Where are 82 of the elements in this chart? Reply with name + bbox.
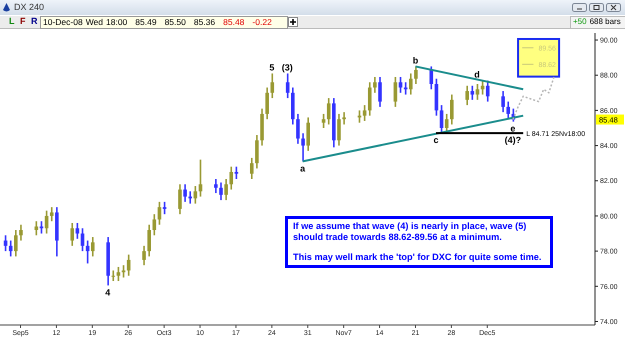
text: 688 bars bbox=[590, 17, 621, 26]
candlestick bbox=[4, 234, 8, 252]
annotation: If we assume that wave (4) is nearly in place, wave (5) should trade towards 88.62-89.56 at a minimum. bbox=[293, 221, 528, 243]
annotation: (4)? bbox=[504, 135, 522, 146]
candlestick bbox=[250, 157, 254, 180]
candlestick bbox=[70, 222, 74, 247]
candlestick bbox=[270, 72, 274, 99]
candlestick bbox=[326, 97, 331, 126]
annotation: c bbox=[433, 135, 438, 146]
candlestick bbox=[198, 158, 202, 198]
candlestick bbox=[408, 72, 413, 96]
candlestick bbox=[50, 206, 54, 222]
candlestick bbox=[301, 132, 305, 162]
candlestick bbox=[116, 266, 120, 282]
candlestick bbox=[8, 240, 12, 258]
annotation: (3) bbox=[282, 62, 293, 72]
candlestick bbox=[229, 166, 234, 190]
chart-subtitle: 10-Dec-08 Wed 18:00 85.49 85.50 85.36 85.48 -0.22 bbox=[43, 17, 272, 27]
candlestick bbox=[122, 264, 126, 278]
candlestick bbox=[80, 227, 84, 252]
candlestick bbox=[501, 90, 505, 113]
candlestick bbox=[126, 254, 130, 277]
candlestick bbox=[506, 100, 510, 120]
candlestick bbox=[178, 183, 182, 215]
annotation: e bbox=[510, 124, 516, 134]
candlestick bbox=[265, 86, 269, 120]
candlestick bbox=[470, 84, 474, 101]
candlestick bbox=[14, 229, 18, 258]
chart-title: DX 240 bbox=[14, 2, 44, 12]
candlestick bbox=[378, 76, 382, 108]
candlestick bbox=[362, 104, 366, 122]
annotation: 4 bbox=[105, 287, 110, 298]
candlestick bbox=[147, 224, 151, 258]
candlestick bbox=[480, 80, 484, 96]
candlestick bbox=[34, 220, 38, 236]
candlestick bbox=[486, 80, 490, 102]
candlestick bbox=[255, 134, 259, 170]
candlestick bbox=[286, 72, 290, 99]
candlestick bbox=[183, 183, 187, 203]
annotation: 5 bbox=[269, 62, 274, 72]
candlestick bbox=[296, 113, 300, 145]
text: F bbox=[20, 16, 26, 26]
candlestick bbox=[394, 76, 398, 108]
candlestick bbox=[44, 210, 48, 234]
candlestick bbox=[152, 213, 156, 236]
candlestick bbox=[40, 220, 44, 234]
candlestick bbox=[337, 113, 341, 146]
text: +50 bbox=[573, 17, 587, 26]
candlestick bbox=[444, 113, 448, 132]
candlestick bbox=[76, 222, 80, 240]
annotation: This may well mark the 'top' for DXC for quite some time. bbox=[293, 252, 542, 263]
candlestick bbox=[142, 245, 146, 266]
annotation: a bbox=[300, 163, 306, 174]
text: R bbox=[31, 16, 38, 26]
text: L bbox=[9, 16, 14, 26]
candlestick bbox=[188, 190, 192, 204]
candlestick bbox=[398, 76, 402, 94]
candlestick bbox=[224, 178, 228, 201]
candlestick bbox=[440, 104, 444, 134]
line-series bbox=[512, 76, 555, 120]
candlestick bbox=[404, 81, 408, 96]
candlestick bbox=[373, 76, 377, 94]
candlestick bbox=[476, 83, 480, 101]
candlestick bbox=[162, 201, 166, 215]
annotation: b bbox=[412, 55, 419, 66]
candlestick bbox=[368, 81, 372, 116]
candlestick bbox=[90, 236, 95, 258]
candlestick bbox=[358, 110, 362, 124]
candlestick bbox=[465, 84, 470, 106]
candlestick bbox=[322, 113, 326, 129]
candlestick bbox=[219, 182, 223, 201]
candlestick bbox=[450, 94, 454, 126]
candlestick bbox=[306, 116, 310, 152]
candlestick bbox=[429, 66, 434, 90]
candlestick bbox=[214, 178, 218, 194]
annotation: d bbox=[474, 69, 480, 80]
candlestick bbox=[86, 240, 90, 264]
candlestick bbox=[194, 185, 198, 204]
candlestick bbox=[111, 270, 116, 282]
candlestick bbox=[19, 224, 23, 242]
candlestick bbox=[414, 66, 418, 85]
candlestick bbox=[158, 201, 162, 226]
